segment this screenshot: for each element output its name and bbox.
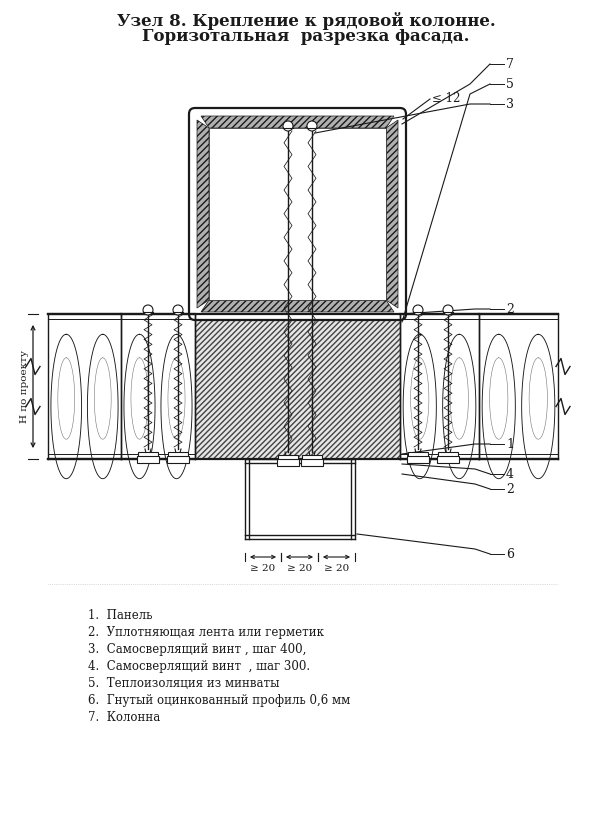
- Bar: [195, 114, 400, 314]
- Bar: [168, 452, 188, 457]
- Bar: [138, 452, 158, 457]
- Bar: [437, 456, 459, 463]
- Polygon shape: [201, 116, 394, 128]
- Polygon shape: [386, 120, 398, 308]
- Text: 7: 7: [506, 58, 514, 71]
- Text: 7.  Колонна: 7. Колонна: [88, 711, 160, 724]
- Text: Узел 8. Крепление к рядовой колонне.: Узел 8. Крепление к рядовой колонне.: [116, 12, 495, 30]
- Text: ≤ 12: ≤ 12: [432, 91, 460, 105]
- Circle shape: [143, 305, 153, 315]
- Circle shape: [443, 305, 453, 315]
- Bar: [137, 456, 159, 463]
- Circle shape: [283, 121, 293, 131]
- Text: 1.  Панель: 1. Панель: [88, 609, 153, 622]
- Text: Горизотальная  разрезка фасада.: Горизотальная разрезка фасада.: [142, 28, 470, 45]
- Text: 5: 5: [506, 77, 514, 91]
- Text: 5.  Теплоизоляция из минваты: 5. Теплоизоляция из минваты: [88, 677, 280, 690]
- Bar: [277, 459, 299, 466]
- Text: 2: 2: [506, 302, 514, 316]
- Bar: [438, 452, 458, 457]
- Bar: [408, 452, 428, 457]
- Text: 6.  Гнутый оцинкованный профиль 0,6 мм: 6. Гнутый оцинкованный профиль 0,6 мм: [88, 694, 350, 707]
- Text: 3.  Самосверлящий винт , шаг 400,: 3. Самосверлящий винт , шаг 400,: [88, 643, 306, 656]
- Text: ≥ 20: ≥ 20: [324, 564, 349, 573]
- Text: 2: 2: [506, 483, 514, 495]
- Text: ≥ 20: ≥ 20: [250, 564, 276, 573]
- Text: Н по проекту: Н по проекту: [20, 350, 29, 423]
- Polygon shape: [197, 120, 209, 308]
- Bar: [301, 459, 323, 466]
- Text: 2.  Уплотняющая лента или герметик: 2. Уплотняющая лента или герметик: [88, 626, 324, 639]
- Bar: [209, 128, 386, 300]
- Bar: [278, 455, 298, 460]
- Bar: [407, 456, 429, 463]
- Circle shape: [413, 305, 423, 315]
- Polygon shape: [201, 300, 394, 312]
- Text: 4.  Самосверлящий винт  , шаг 300.: 4. Самосверлящий винт , шаг 300.: [88, 660, 310, 673]
- Text: ≥ 20: ≥ 20: [287, 564, 312, 573]
- Text: 6: 6: [506, 547, 514, 560]
- Bar: [302, 455, 322, 460]
- Bar: [167, 456, 189, 463]
- Circle shape: [307, 121, 317, 131]
- Circle shape: [173, 305, 183, 315]
- Text: 4: 4: [506, 467, 514, 480]
- Text: 1: 1: [506, 438, 514, 451]
- Text: 3: 3: [506, 97, 514, 110]
- Bar: [195, 314, 400, 459]
- FancyBboxPatch shape: [189, 108, 406, 320]
